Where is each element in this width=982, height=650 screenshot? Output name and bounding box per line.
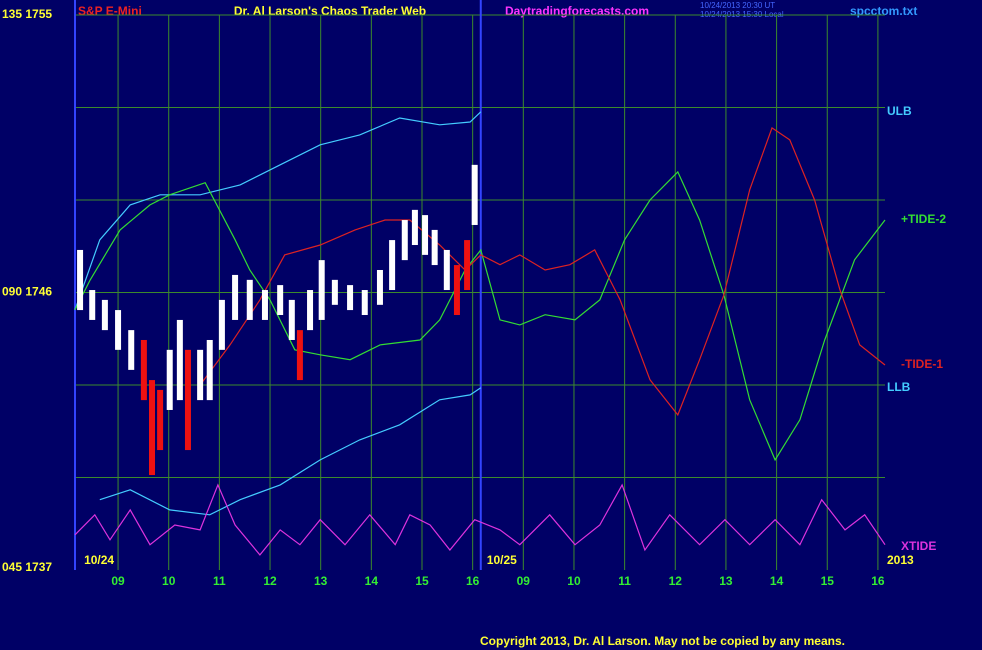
price-bar <box>389 240 396 291</box>
price-bar <box>307 290 314 331</box>
x-tick-label: 15 <box>415 574 429 588</box>
price-bar <box>296 330 303 381</box>
price-bar <box>232 274 239 320</box>
series-line <box>99 387 482 516</box>
price-bar <box>184 349 191 451</box>
price-bar <box>101 299 108 331</box>
x-tick-label: 11 <box>618 574 631 588</box>
x-tick-label: 09 <box>517 574 531 588</box>
file-name: spcctom.txt <box>850 4 917 18</box>
price-bar <box>464 240 471 291</box>
date-label: 10/25 <box>487 553 517 567</box>
price-bar <box>148 380 155 476</box>
series-line <box>74 111 482 311</box>
price-bar <box>401 220 408 261</box>
x-tick-label: 12 <box>263 574 277 588</box>
price-bar <box>422 215 429 255</box>
price-bar <box>128 330 135 370</box>
price-bar <box>89 290 96 320</box>
copyright: Copyright 2013, Dr. Al Larson. May not b… <box>480 634 845 648</box>
series-label: -TIDE-1 <box>901 357 943 371</box>
price-bar <box>347 285 354 311</box>
price-bar <box>318 260 325 320</box>
price-bar <box>411 209 418 246</box>
series-label: XTIDE <box>901 539 936 553</box>
price-bar <box>443 249 450 291</box>
price-bar <box>331 279 338 305</box>
website: Daytradingforecasts.com <box>505 4 649 18</box>
series-label: LLB <box>887 380 911 394</box>
date-label: 2013 <box>887 553 914 567</box>
price-bar <box>77 249 84 311</box>
price-bar <box>453 265 460 316</box>
price-bar <box>166 349 173 410</box>
chart-title: Dr. Al Larson's Chaos Trader Web <box>234 4 426 18</box>
price-bar <box>261 290 268 320</box>
y-tick-label: 135 1755 <box>2 7 52 21</box>
price-bar <box>288 299 295 340</box>
series-line <box>74 170 886 462</box>
price-bar <box>471 164 478 225</box>
x-tick-label: 10 <box>162 574 176 588</box>
series-line <box>199 126 886 417</box>
x-tick-label: 16 <box>466 574 480 588</box>
date-label: 10/24 <box>84 553 114 567</box>
x-tick-label: 14 <box>365 574 379 588</box>
price-bar <box>361 290 368 316</box>
y-tick-label: 090 1746 <box>2 285 52 299</box>
price-bar <box>140 339 147 401</box>
x-tick-label: 16 <box>871 574 885 588</box>
x-tick-label: 11 <box>213 574 226 588</box>
x-tick-label: 10 <box>567 574 581 588</box>
x-tick-label: 12 <box>669 574 683 588</box>
x-tick-label: 09 <box>111 574 125 588</box>
price-bar <box>277 285 284 316</box>
price-bar <box>197 349 204 401</box>
price-bar <box>206 339 213 401</box>
y-tick-label: 045 1737 <box>2 560 52 574</box>
x-tick-label: 14 <box>770 574 784 588</box>
price-bar <box>176 319 183 401</box>
price-bar <box>218 299 225 350</box>
x-tick-label: 15 <box>821 574 835 588</box>
price-bar <box>115 310 122 350</box>
series-label: ULB <box>887 104 912 118</box>
timestamp: 10/24/2013 20:30 UT <box>700 1 775 10</box>
x-tick-label: 13 <box>719 574 733 588</box>
series-line <box>74 483 886 556</box>
price-bar <box>157 389 164 451</box>
instrument: S&P E-Mini <box>78 4 142 18</box>
x-tick-label: 13 <box>314 574 328 588</box>
price-bar <box>431 229 438 266</box>
series-label: +TIDE-2 <box>901 212 946 226</box>
price-bar <box>246 279 253 320</box>
price-bar <box>376 269 383 305</box>
